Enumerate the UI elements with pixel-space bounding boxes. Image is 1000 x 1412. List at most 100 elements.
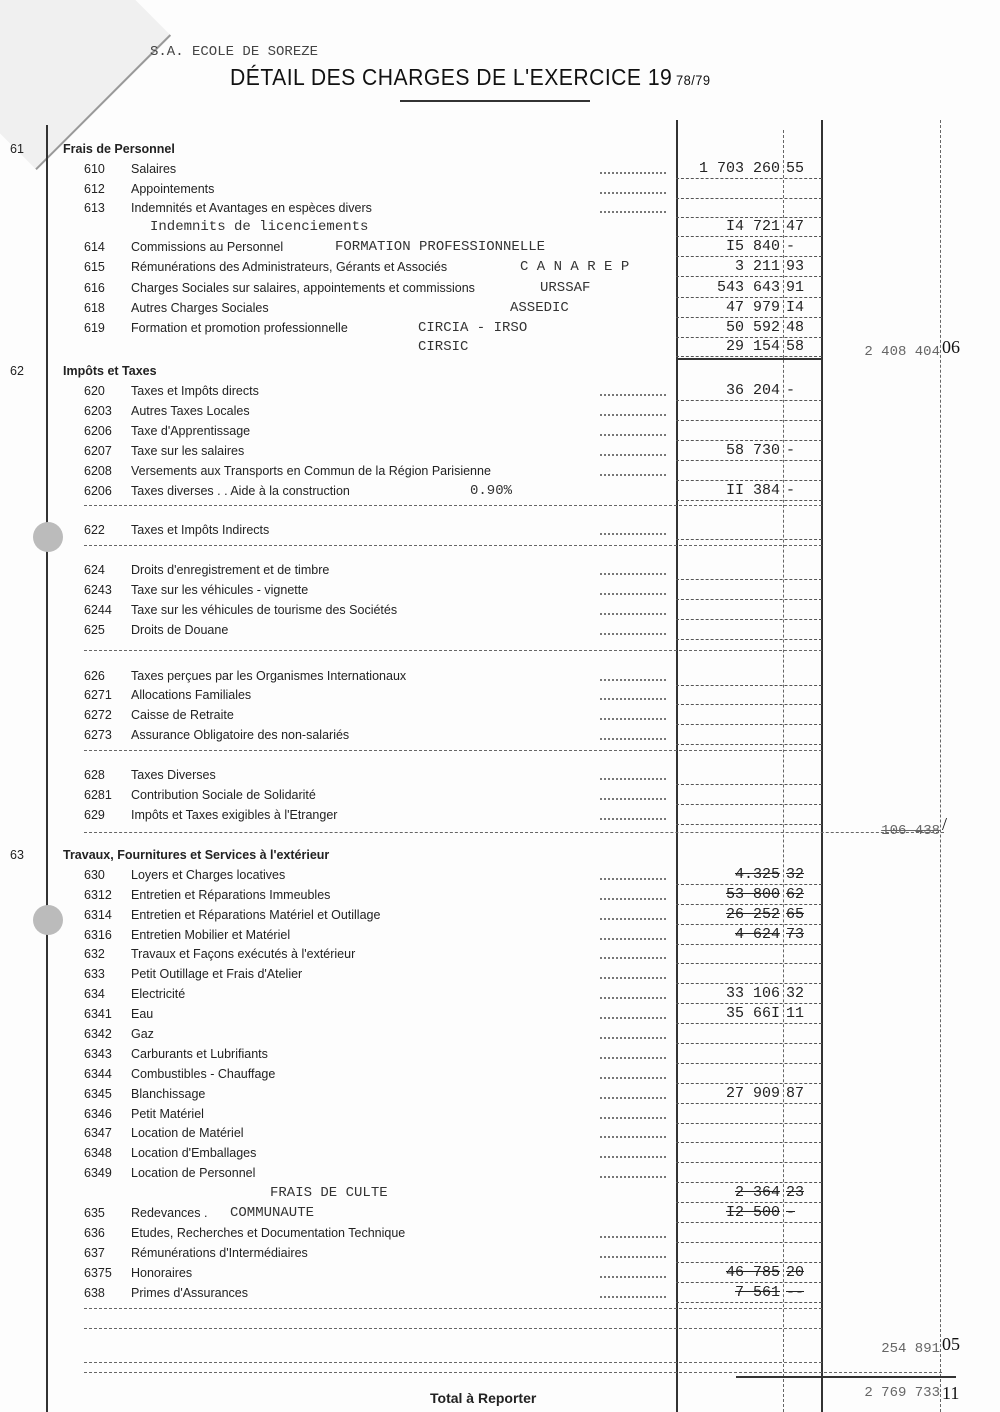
- table-row: 614 Commissions au Personnel FORMATION PRO…: [0, 238, 1000, 257]
- punch-hole: [33, 522, 63, 552]
- account-label: Commissions au Personnel: [131, 240, 284, 254]
- account-label: Taxes perçues par les Organismes Interna…: [131, 669, 407, 683]
- separator: [84, 1372, 942, 1373]
- amount: 58 730: [725, 442, 780, 459]
- typed-annotation: CIRCIA - IRSO: [418, 320, 528, 336]
- amount-cents: 87: [786, 1085, 805, 1102]
- account-code: 6207: [84, 444, 112, 458]
- table-row: 6346 Petit Matériel: [0, 1105, 1000, 1124]
- account-label: Location de Personnel: [131, 1166, 256, 1180]
- amount-rule: [676, 1182, 822, 1183]
- amount-rule: [676, 685, 822, 686]
- account-label: Taxe sur les véhicules de tourisme des S…: [131, 603, 398, 617]
- dot-leader: [600, 698, 666, 700]
- amount-rule: [676, 236, 822, 237]
- total-rule: [736, 1376, 956, 1378]
- amount-rule: [676, 420, 822, 421]
- account-code: 6206: [84, 424, 112, 438]
- separator: [84, 832, 944, 833]
- table-row: 6273 Assurance Obligatoire des non-salari…: [0, 726, 1000, 745]
- account-code: 616: [84, 281, 105, 295]
- account-code: 6273: [84, 728, 112, 742]
- account-code: 6347: [84, 1126, 112, 1140]
- total-cents: 11: [942, 1383, 960, 1403]
- account-code: 6348: [84, 1146, 112, 1160]
- account-code: 6343: [84, 1047, 112, 1061]
- amount-column-line: [676, 120, 678, 1412]
- typed-annotation: C A N A R E P: [520, 259, 630, 275]
- table-row: 620 Taxes et Impôts directs 36 204-: [0, 382, 1000, 401]
- amount-cents: -: [786, 1204, 796, 1221]
- dot-leader: [600, 778, 666, 780]
- typed-annotation: Indemnits de licenciements: [150, 219, 369, 235]
- total-label: Total à Reporter: [430, 1390, 537, 1406]
- amount-rule: [676, 500, 822, 501]
- amount-rule: [676, 904, 822, 905]
- table-row: 615 Rémunérations des Administrateurs, Gé…: [0, 258, 1000, 277]
- amount: 36 204: [725, 382, 780, 399]
- account-code: 615: [84, 260, 105, 274]
- amount: 7 561: [734, 1284, 780, 1301]
- account-label: Impôts et Taxes exigibles à l'Etranger: [131, 808, 338, 822]
- amount: 33 106: [725, 985, 780, 1002]
- amount-cents: 23: [786, 1184, 805, 1201]
- amount-cents: 32: [786, 985, 805, 1002]
- table-row: 6271 Allocations Familiales: [0, 686, 1000, 705]
- amount-cents: -: [786, 442, 796, 459]
- account-code: 625: [84, 623, 105, 637]
- account-label: Redevances .: [131, 1206, 208, 1220]
- account-label: Honoraires: [131, 1266, 193, 1280]
- dot-leader: [600, 898, 666, 900]
- amount-rule: [676, 1083, 822, 1084]
- table-row: 616 Charges Sociales sur salaires, appoin…: [0, 279, 1000, 298]
- table-row: 633 Petit Outillage et Frais d'Atelier: [0, 965, 1000, 984]
- table-row: 628 Taxes Diverses: [0, 766, 1000, 785]
- dot-leader: [600, 394, 666, 396]
- account-label: Taxes diverses . . Aide à la constructio…: [131, 484, 350, 498]
- amount-cents: 58: [786, 338, 805, 355]
- amount-rule: [676, 639, 822, 640]
- table-row: 618 Autres Charges Sociales ASSEDIC 47 979 I…: [0, 299, 1000, 318]
- dot-leader: [600, 172, 666, 174]
- account-label: Autres Taxes Locales: [131, 404, 250, 418]
- dot-leader: [600, 454, 666, 456]
- amount: 35 66I: [725, 1005, 780, 1022]
- account-code: 62: [10, 364, 24, 378]
- table-row: 6206 Taxe d'Apprentissage: [0, 422, 1000, 441]
- table-row: 635 Redevances . COMMUNAUTE I2 500-: [0, 1204, 1000, 1223]
- amount-rule: [676, 824, 822, 825]
- amount-rule: [676, 198, 822, 199]
- table-row: 6312 Entretien et Réparations Immeubles 53…: [0, 886, 1000, 905]
- account-label: Impôts et Taxes: [63, 364, 157, 378]
- amount: I5 840: [725, 238, 780, 255]
- amount-rule: [676, 1302, 822, 1303]
- table-row: 6348 Location d'Emballages: [0, 1144, 1000, 1163]
- amount-rule: [676, 704, 822, 705]
- section-header: 61 Frais de Personnel: [0, 140, 1000, 158]
- account-label: Frais de Personnel: [63, 142, 175, 156]
- account-label: Rémunérations des Administrateurs, Géran…: [131, 260, 448, 274]
- account-label: Entretien et Réparations Immeubles: [131, 888, 331, 902]
- account-code: 629: [84, 808, 105, 822]
- amount-rule: [676, 1123, 822, 1124]
- amount-rule: [676, 276, 822, 277]
- account-code: 634: [84, 987, 105, 1001]
- dot-leader: [600, 533, 666, 535]
- account-code: 613: [84, 201, 105, 215]
- account-label: Assurance Obligatoire des non-salariés: [131, 728, 350, 742]
- table-row: 610 Salaires 1 703 260 55: [0, 160, 1000, 179]
- amount-rule: [676, 1103, 822, 1104]
- table-row: 6208 Versements aux Transports en Commun …: [0, 462, 1000, 481]
- amount: 46 785: [725, 1264, 780, 1281]
- account-label: Carburants et Lubrifiants: [131, 1047, 268, 1061]
- amount-rule: [676, 440, 822, 441]
- amount-rule: [676, 356, 822, 357]
- amount-rule: [676, 963, 822, 964]
- table-row: 625 Droits de Douane: [0, 621, 1000, 640]
- account-code: 630: [84, 868, 105, 882]
- amount-rule: [676, 1003, 822, 1004]
- account-label: Entretien Mobilier et Matériel: [131, 928, 291, 942]
- company-name: S.A. ECOLE DE SOREZE: [150, 44, 319, 60]
- dot-leader: [600, 1097, 666, 1099]
